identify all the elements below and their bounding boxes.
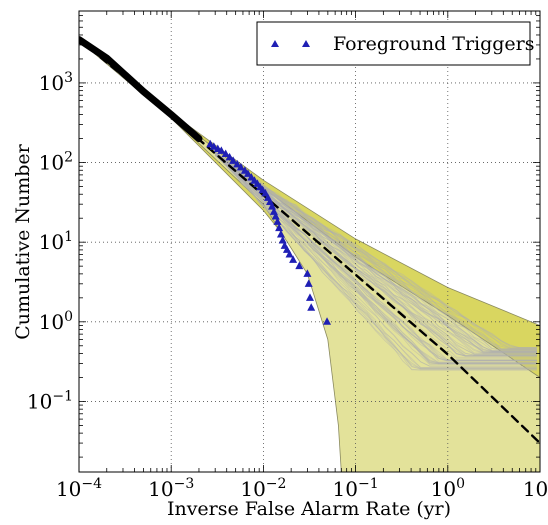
expected-line-dashed [79,38,540,445]
background-curve [215,153,537,350]
legend-box [256,21,531,66]
background-curve [214,151,537,352]
confidence-bands [79,38,540,472]
background-curve [214,154,537,351]
background-curve [214,151,537,349]
background-curve [214,154,537,365]
background-curve [214,154,537,349]
background-curve [215,154,537,353]
background-curve [214,152,537,352]
background-curve [215,153,537,350]
background-curve [214,151,537,353]
y-tick-label: 103 [39,70,73,95]
band-2 [79,38,540,472]
background-curve [214,152,537,352]
grid [79,11,540,472]
background-curve [214,153,537,350]
foreground-trigger-marker [209,142,218,150]
foreground-trigger-marker [304,279,313,287]
foreground-trigger-marker [275,223,284,232]
y-axis-label: Cumulative Number [12,143,34,339]
x-axis-label: Inverse False Alarm Rate (yr) [167,498,451,520]
background-curve [214,152,537,349]
foreground-trigger-marker [276,229,285,238]
background-curve [214,152,537,370]
y-tick-label: 101 [39,229,73,254]
plot-frame [78,10,541,473]
model-lines [79,36,540,445]
legend-label: Foreground Triggers [333,33,535,55]
background-curve [214,151,537,351]
background-curve [214,153,537,367]
foreground-trigger-marker [221,149,230,158]
background-curve [214,152,537,365]
x-tick-label: 10−1 [333,476,379,501]
background-curve [214,151,537,365]
foreground-markers [206,139,332,325]
legend-marker-2 [302,40,310,47]
background-curve [214,151,537,350]
background-curve [214,151,537,371]
y-tick-label: 102 [39,150,73,175]
background-curve [214,154,537,371]
foreground-trigger-marker [225,152,234,161]
background-curve [214,152,537,353]
background-curve [214,153,537,370]
foreground-trigger-marker [217,146,226,154]
foreground-trigger-marker [229,156,238,164]
background-curve [214,153,537,352]
background-curve [214,155,537,352]
background-curve [214,154,537,364]
foreground-trigger-marker [307,303,316,311]
foreground-trigger-marker [233,159,242,168]
axis-ticks [78,10,541,472]
background-curve [214,151,537,354]
x-tick-label: 10−4 [56,476,102,501]
background-curve [214,153,537,364]
background-curve [214,154,537,368]
plot-area [79,11,540,472]
legend-marker-1 [271,40,279,47]
y-tick-label: 10−1 [27,388,73,413]
foreground-trigger-marker [273,217,282,225]
background-curve [214,151,537,348]
background-curve [215,154,537,349]
foreground-trigger-marker [305,293,314,301]
foreground-trigger-marker [282,245,291,253]
x-tick-label: 101 [523,476,548,501]
foreground-trigger-marker [285,250,294,258]
background-curve [214,151,537,355]
foreground-trigger-marker [236,162,245,171]
foreground-trigger-marker [289,255,298,263]
background-curve [214,151,537,350]
legend: Foreground Triggers [256,21,535,66]
background-curve [214,152,537,353]
foreground-trigger-marker [271,212,280,220]
background-curve [214,152,537,353]
background-curve [214,152,537,351]
y-tick-label: 100 [39,309,73,334]
foreground-trigger-marker [323,317,332,325]
foreground-trigger-marker [295,261,304,270]
background-curve [214,154,537,369]
background-curve [214,151,537,365]
background-curve [214,152,537,353]
foreground-trigger-marker [243,169,252,177]
foreground-trigger-marker [303,269,312,277]
